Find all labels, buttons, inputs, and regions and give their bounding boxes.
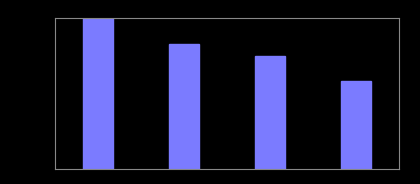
Bar	[255, 56, 285, 169]
Bar	[169, 44, 199, 169]
Bar	[83, 18, 113, 169]
Bar	[341, 81, 371, 169]
